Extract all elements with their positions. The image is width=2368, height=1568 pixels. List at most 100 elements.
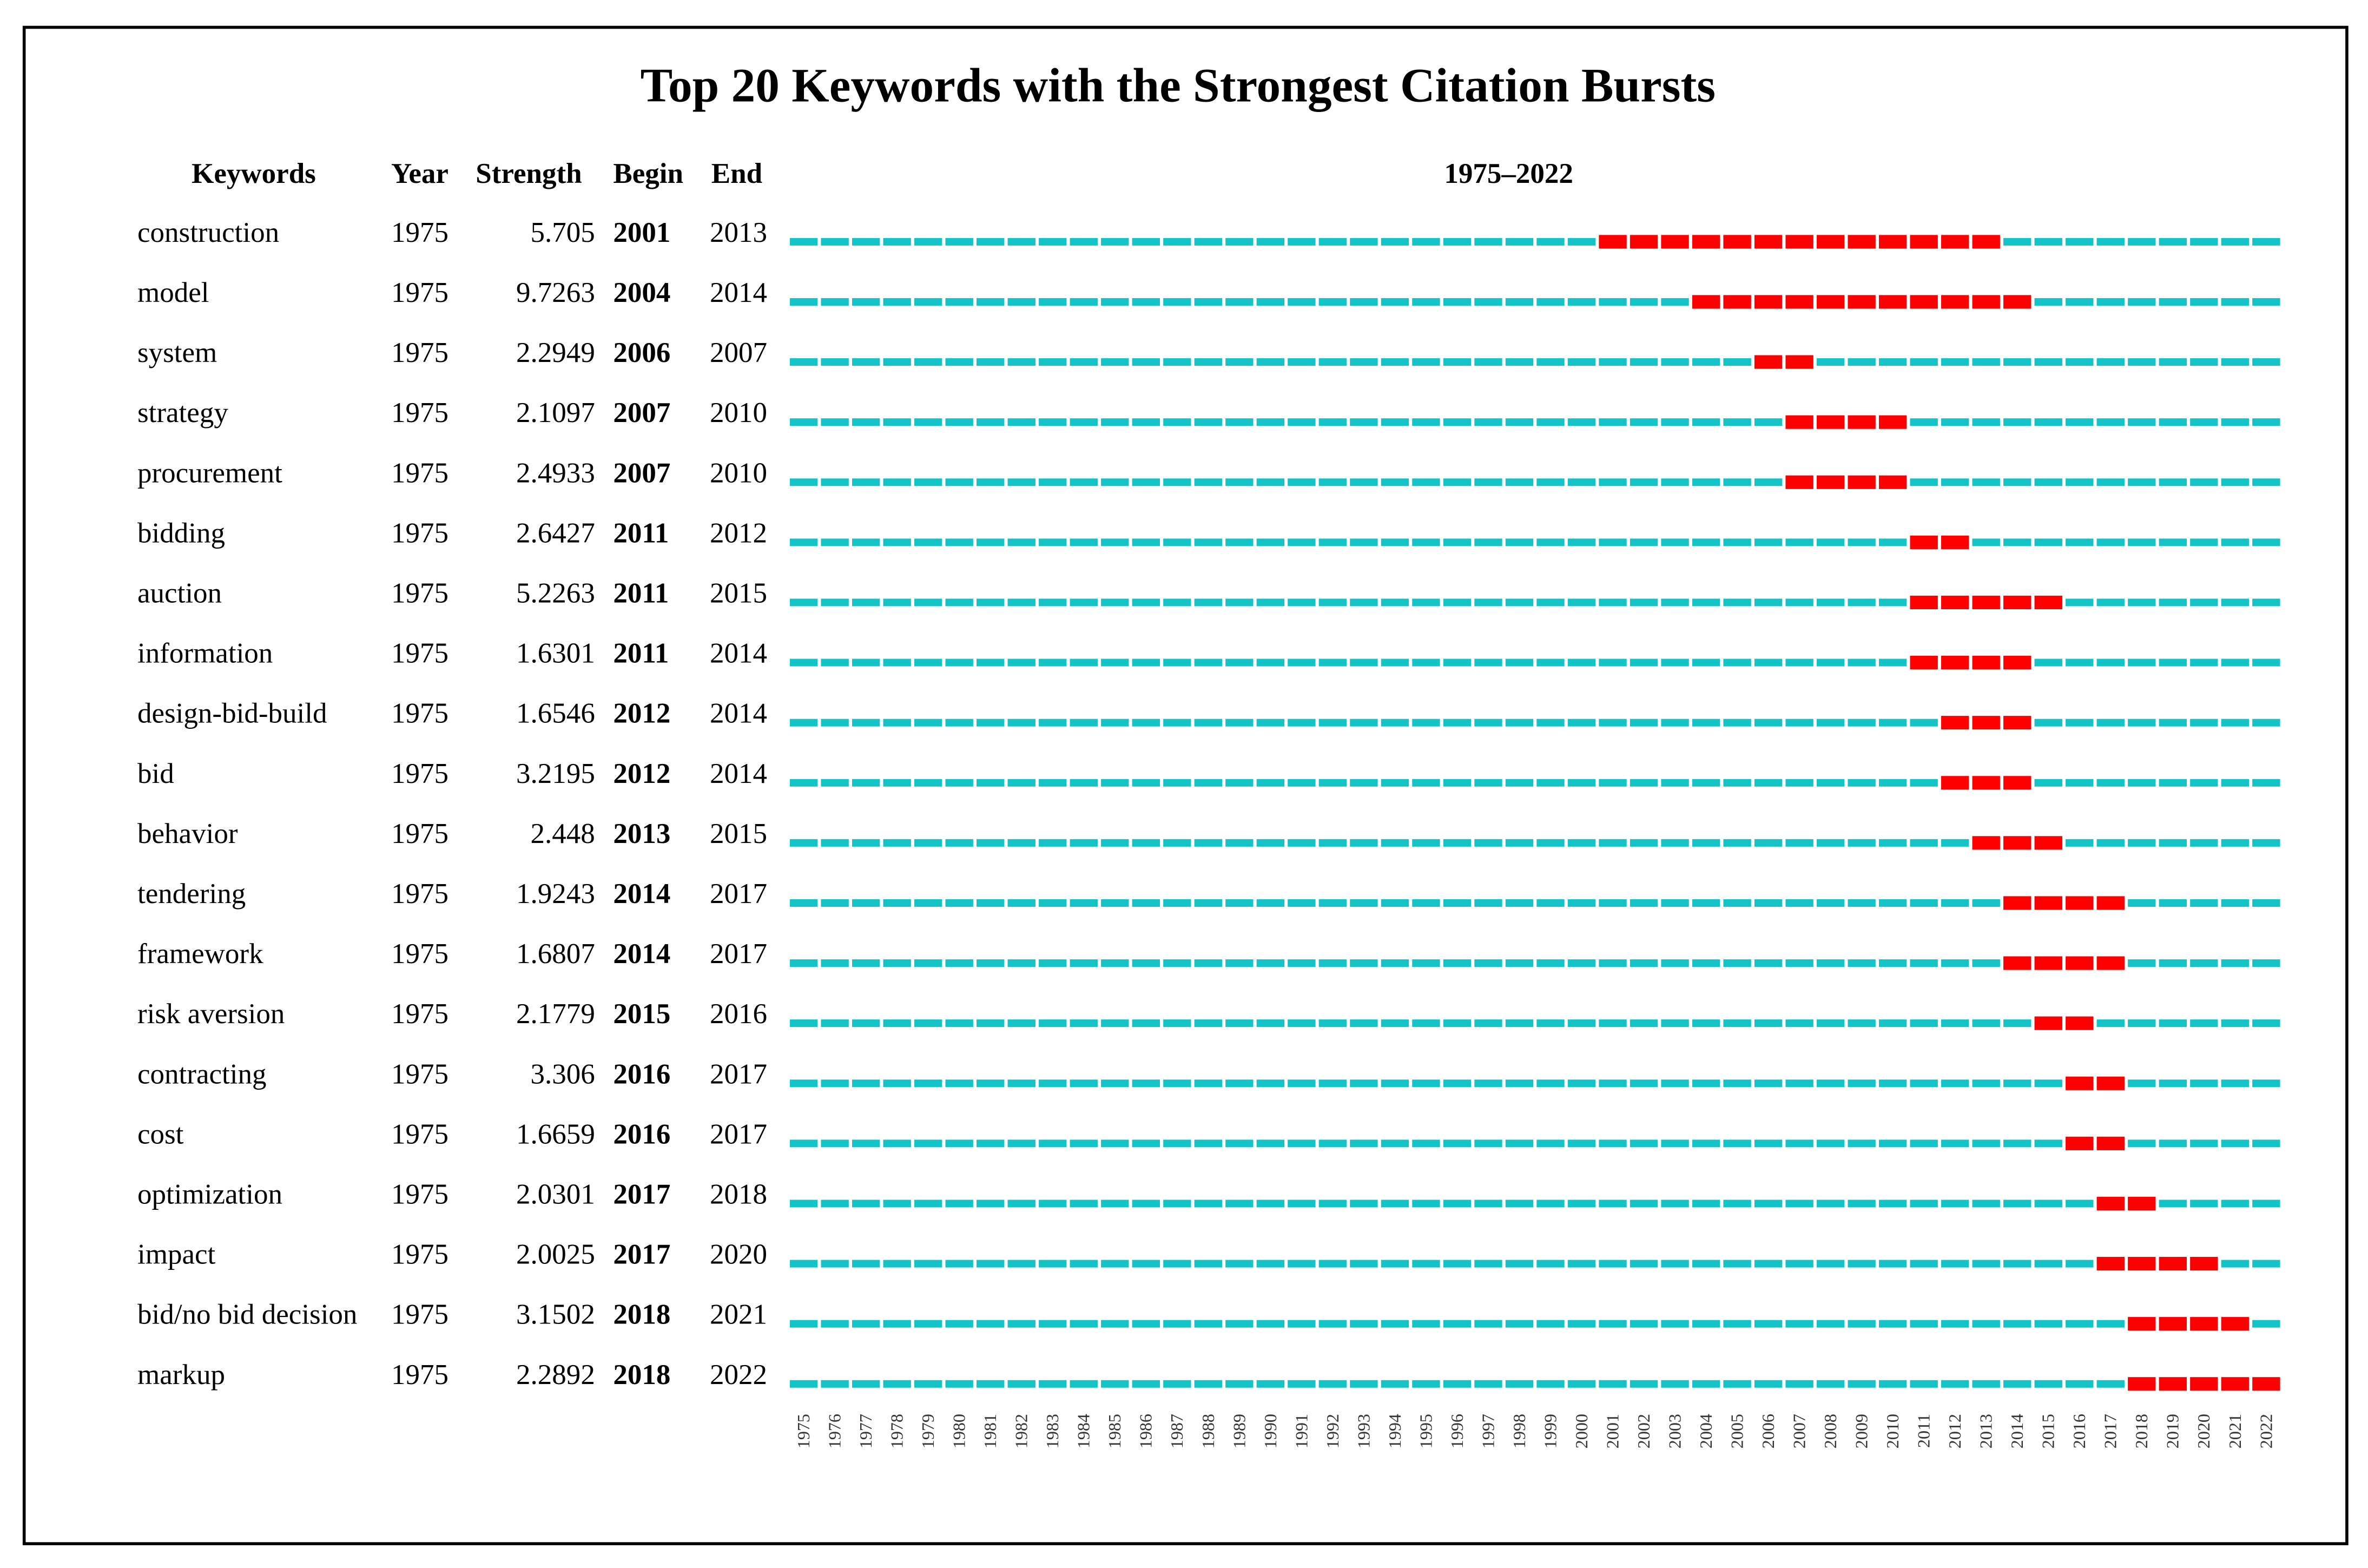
timeline-segment bbox=[1505, 779, 1534, 787]
year-label: 1988 bbox=[1198, 1414, 1218, 1448]
timeline-segment bbox=[1661, 538, 1689, 546]
timeline-segment bbox=[977, 298, 1005, 306]
year-label: 1982 bbox=[1012, 1414, 1031, 1448]
timeline-segment bbox=[977, 238, 1005, 246]
timeline-segment bbox=[821, 418, 849, 426]
timeline-segment bbox=[1070, 418, 1098, 426]
burst-segment bbox=[1785, 475, 1813, 489]
timeline-segment bbox=[1723, 839, 1751, 847]
timeline-segment bbox=[1630, 959, 1658, 967]
timeline-segment bbox=[1661, 1019, 1689, 1027]
timeline-segment bbox=[821, 779, 849, 787]
timeline-segment bbox=[852, 658, 880, 667]
timeline-segment bbox=[1132, 478, 1160, 486]
timeline-segment bbox=[2128, 658, 2156, 667]
timeline-segment bbox=[1474, 478, 1502, 486]
timeline-segment bbox=[945, 598, 973, 607]
timeline-segment bbox=[852, 538, 880, 546]
burst-segment bbox=[2003, 836, 2031, 850]
timeline-segment bbox=[1256, 478, 1285, 486]
timeline-segment bbox=[2190, 358, 2218, 366]
timeline-segment bbox=[1350, 959, 1378, 967]
timeline-segment bbox=[1256, 1139, 1285, 1148]
column-header: Begin bbox=[613, 158, 683, 189]
burst-segment bbox=[2096, 1076, 2125, 1090]
begin: 2018 bbox=[613, 1299, 670, 1330]
timeline-segment bbox=[1474, 959, 1502, 967]
timeline-segment bbox=[1443, 238, 1472, 246]
timeline-segment bbox=[1723, 598, 1751, 607]
timeline-segment bbox=[1599, 598, 1627, 607]
timeline-segment bbox=[1972, 538, 2000, 546]
timeline-segment bbox=[1225, 358, 1254, 366]
burst-segment bbox=[2003, 896, 2031, 910]
year: 1975 bbox=[391, 998, 448, 1030]
timeline-segment bbox=[1848, 1260, 1876, 1268]
timeline-segment bbox=[977, 1200, 1005, 1208]
timeline-segment bbox=[2159, 238, 2187, 246]
timeline-segment bbox=[1474, 418, 1502, 426]
timeline-segment bbox=[1505, 839, 1534, 847]
timeline-segment bbox=[1101, 1260, 1129, 1268]
timeline-segment bbox=[1350, 779, 1378, 787]
timeline-segment bbox=[821, 658, 849, 667]
timeline-segment bbox=[1381, 238, 1409, 246]
year-label: 1997 bbox=[1478, 1414, 1498, 1448]
timeline-segment bbox=[1070, 478, 1098, 486]
timeline-segment bbox=[1381, 1079, 1409, 1088]
timeline-segment bbox=[1878, 598, 1907, 607]
timeline-segment bbox=[1536, 899, 1565, 907]
timeline-segment bbox=[1163, 358, 1191, 366]
burst-segment bbox=[1941, 235, 1969, 249]
timeline-segment bbox=[1381, 899, 1409, 907]
timeline-segment bbox=[2066, 1260, 2094, 1268]
timeline-segment bbox=[1878, 899, 1907, 907]
timeline-segment bbox=[1381, 658, 1409, 667]
timeline-segment bbox=[1225, 1200, 1254, 1208]
strength: 2.1779 bbox=[516, 998, 595, 1030]
timeline-segment bbox=[821, 1019, 849, 1027]
keyword: procurement bbox=[137, 457, 282, 489]
timeline-segment bbox=[1132, 839, 1160, 847]
timeline-segment bbox=[1443, 1139, 1472, 1148]
timeline-segment bbox=[1505, 1079, 1534, 1088]
timeline-segment bbox=[1599, 358, 1627, 366]
burst-segment bbox=[2003, 956, 2031, 970]
timeline-segment bbox=[945, 899, 973, 907]
year: 1975 bbox=[391, 938, 448, 970]
burst-segment bbox=[1785, 355, 1813, 369]
timeline-segment bbox=[1412, 899, 1440, 907]
burst-segment bbox=[1972, 656, 2000, 670]
timeline-segment bbox=[1163, 1200, 1191, 1208]
timeline-segment bbox=[1194, 1079, 1223, 1088]
timeline-segment bbox=[1474, 1079, 1502, 1088]
timeline-segment bbox=[1163, 1380, 1191, 1388]
timeline-segment bbox=[2096, 358, 2125, 366]
timeline-segment bbox=[945, 658, 973, 667]
timeline-segment bbox=[2190, 1019, 2218, 1027]
timeline-segment bbox=[1505, 418, 1534, 426]
timeline-segment bbox=[883, 1200, 911, 1208]
timeline-segment bbox=[1163, 1079, 1191, 1088]
timeline-segment bbox=[1910, 418, 1938, 426]
year: 1975 bbox=[391, 577, 448, 609]
year-label: 1986 bbox=[1136, 1414, 1156, 1448]
timeline-segment bbox=[1785, 1380, 1813, 1388]
burst-segment bbox=[2190, 1377, 2218, 1391]
timeline-segment bbox=[1505, 1260, 1534, 1268]
timeline-segment bbox=[1350, 658, 1378, 667]
timeline-segment bbox=[2221, 238, 2250, 246]
timeline-segment bbox=[1132, 779, 1160, 787]
timeline-segment bbox=[1070, 538, 1098, 546]
timeline-segment bbox=[1381, 779, 1409, 787]
timeline-segment bbox=[1878, 839, 1907, 847]
timeline-segment bbox=[852, 238, 880, 246]
timeline-segment bbox=[789, 538, 818, 546]
burst-segment bbox=[1848, 235, 1876, 249]
timeline-segment bbox=[977, 358, 1005, 366]
timeline-segment bbox=[1692, 418, 1720, 426]
timeline-segment bbox=[945, 1019, 973, 1027]
timeline-segment bbox=[1132, 598, 1160, 607]
timeline-segment bbox=[1101, 1200, 1129, 1208]
timeline-segment bbox=[1039, 358, 1067, 366]
